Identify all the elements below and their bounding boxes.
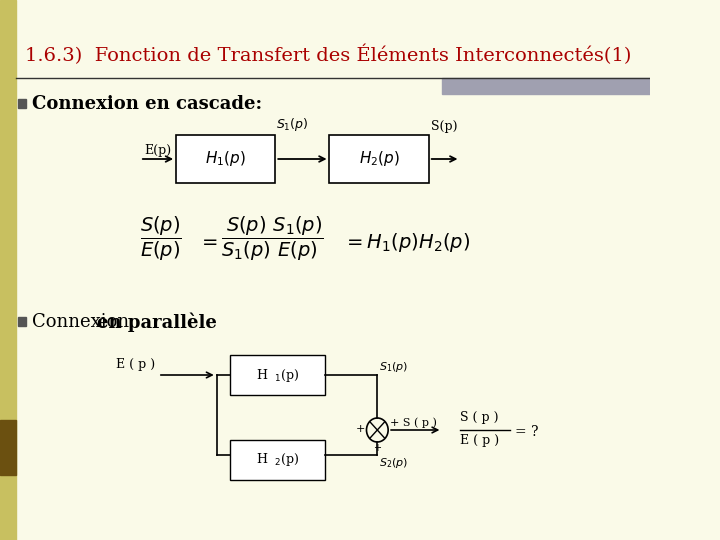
Bar: [0, 420, 17, 475]
Text: H  $_{2}$(p): H $_{2}$(p): [256, 451, 300, 469]
Bar: [230, 355, 325, 395]
Text: Connexion en cascade:: Connexion en cascade:: [32, 95, 263, 113]
Text: $S_2(p)$: $S_2(p)$: [379, 456, 408, 470]
Bar: [330, 135, 429, 183]
Bar: [0, 0, 17, 540]
Text: H  $_{1}$(p): H $_{1}$(p): [256, 367, 300, 383]
Text: E ( p ): E ( p ): [116, 358, 156, 371]
Bar: [176, 135, 275, 183]
Text: + S ( p ): + S ( p ): [390, 417, 437, 428]
Text: Connexion: Connexion: [32, 313, 135, 331]
Bar: [18, 317, 26, 326]
Bar: [18, 99, 26, 108]
Text: E(p): E(p): [145, 144, 171, 157]
Text: $S_1(p)$: $S_1(p)$: [379, 360, 408, 374]
Text: = ?: = ?: [515, 425, 538, 439]
Text: $S_1(p)$: $S_1(p)$: [276, 116, 309, 133]
Text: +: +: [373, 443, 382, 453]
Text: S(p): S(p): [431, 120, 457, 133]
Text: E ( p ): E ( p ): [460, 434, 500, 447]
Text: en parallèle: en parallèle: [97, 312, 217, 332]
Bar: [230, 440, 325, 480]
Text: $\dfrac{S(p)}{S_1(p)}$$\dfrac{S_1(p)}{E(p)}$: $\dfrac{S(p)}{S_1(p)}$$\dfrac{S_1(p)}{E(…: [221, 215, 324, 263]
Bar: [442, 78, 650, 94]
Text: $\dfrac{S(p)}{E(p)}$: $\dfrac{S(p)}{E(p)}$: [140, 215, 182, 263]
Text: 1.6.3)  Fonction de Transfert des Éléments Interconnectés(1): 1.6.3) Fonction de Transfert des Élément…: [25, 45, 631, 65]
Text: $H_2(p)$: $H_2(p)$: [359, 150, 400, 168]
Text: +: +: [356, 424, 366, 434]
Text: $H_1(p)$: $H_1(p)$: [205, 150, 246, 168]
Text: $=$: $=$: [197, 231, 217, 250]
Text: S ( p ): S ( p ): [460, 411, 499, 424]
Text: :: :: [186, 313, 192, 331]
Text: $= H_1(p)H_2(p)$: $= H_1(p)H_2(p)$: [343, 231, 470, 254]
